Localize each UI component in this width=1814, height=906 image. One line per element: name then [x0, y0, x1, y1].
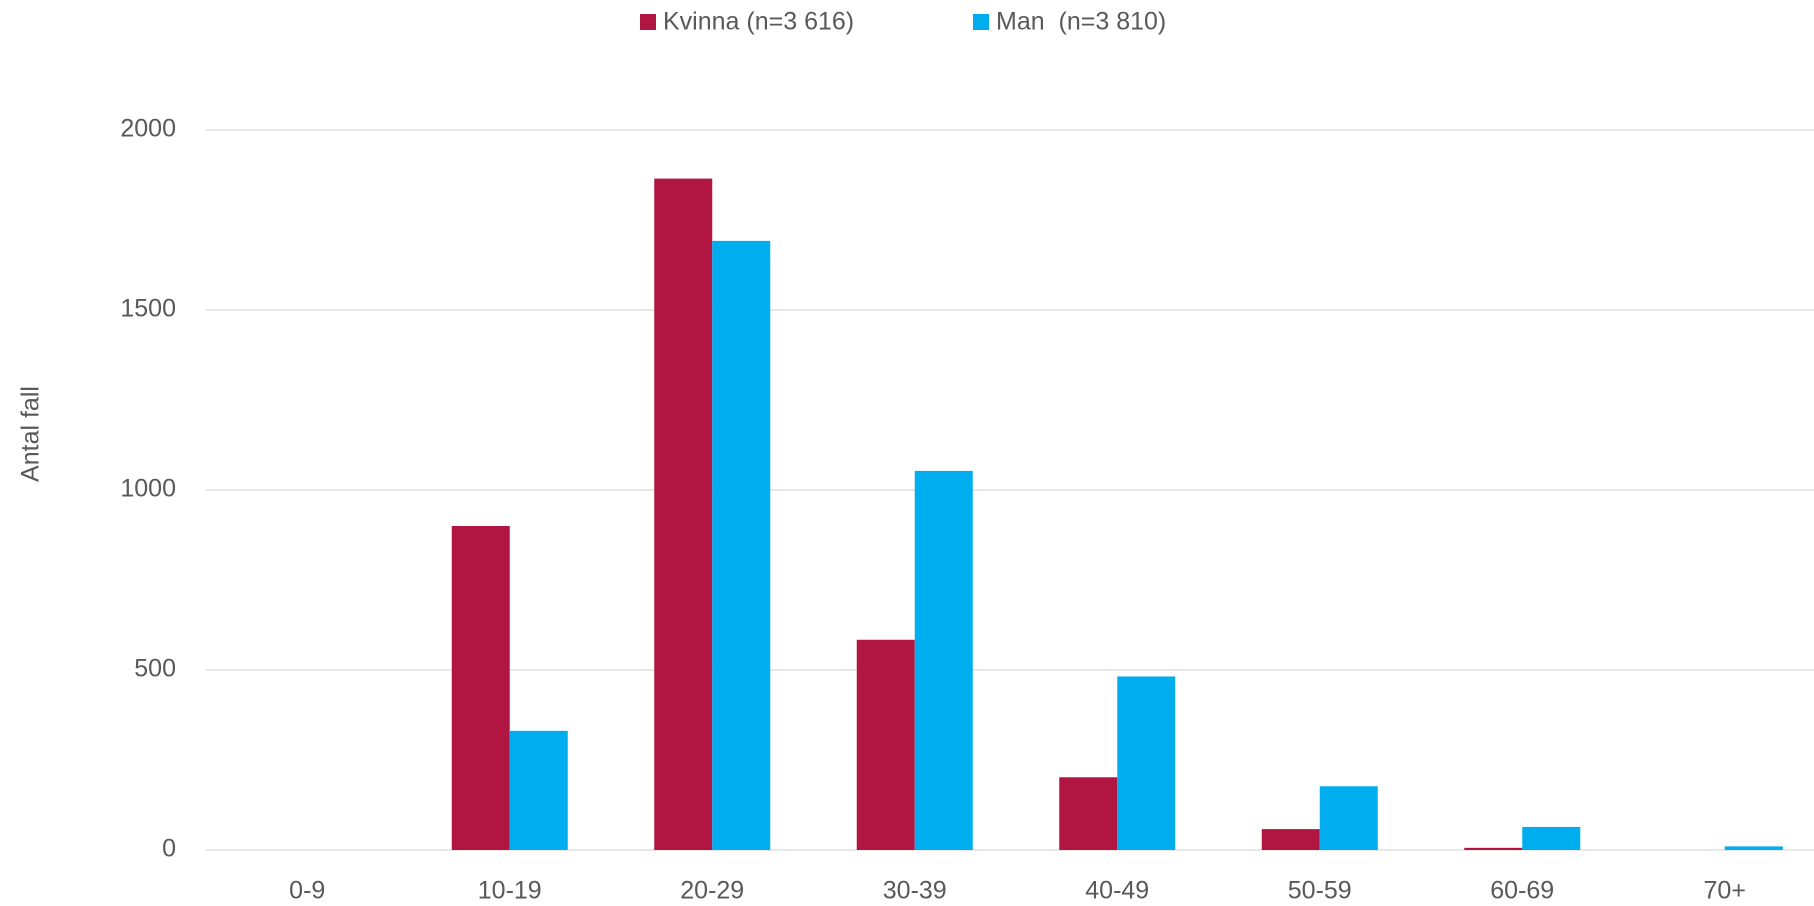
bar: [1724, 846, 1783, 850]
legend-swatch: [640, 14, 656, 30]
x-tick-label: 50-59: [1288, 877, 1352, 905]
y-tick-label: 1500: [120, 295, 176, 323]
x-tick-label: 20-29: [680, 877, 744, 905]
y-tick-label: 1000: [120, 475, 176, 503]
y-tick-label: 500: [134, 655, 176, 683]
x-tick-label: 60-69: [1490, 877, 1554, 905]
bar: [1059, 777, 1118, 850]
bar: [509, 730, 568, 850]
bar: [1319, 786, 1378, 850]
bar: [1522, 826, 1581, 850]
bar: [1117, 676, 1176, 850]
bar: [654, 178, 713, 851]
x-tick-label: 0-9: [289, 877, 325, 905]
legend-label: Man (n=3 810): [996, 8, 1166, 36]
legend-label: Kvinna (n=3 616): [663, 8, 854, 36]
y-tick-label: 0: [162, 835, 176, 863]
bar: [451, 526, 510, 850]
y-tick-label: 2000: [120, 115, 176, 143]
bar: [914, 470, 973, 850]
y-axis-title: Antal fall: [17, 386, 45, 482]
bar: [712, 240, 771, 850]
bar: [856, 639, 915, 850]
x-tick-label: 10-19: [478, 877, 542, 905]
bar: [1261, 829, 1320, 850]
x-tick-label: 30-39: [883, 877, 947, 905]
bar: [1464, 847, 1523, 850]
x-tick-label: 40-49: [1085, 877, 1149, 905]
legend-swatch: [973, 14, 989, 30]
x-tick-label: 70+: [1704, 877, 1746, 905]
